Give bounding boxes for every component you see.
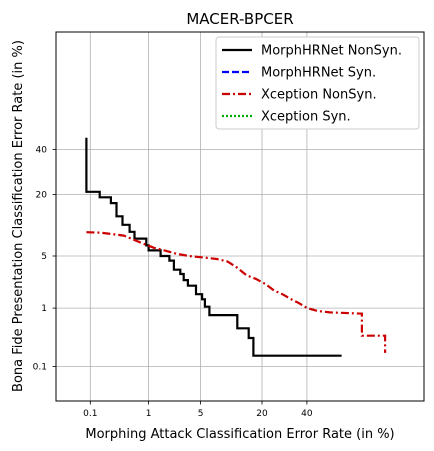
series-lines <box>85 137 387 357</box>
legend-label-morphhrnet-syn: MorphHRNet Syn. <box>261 66 376 81</box>
grid <box>56 32 424 401</box>
y-tick-label: 5 <box>41 252 47 262</box>
y-tick-label: 1 <box>41 304 47 314</box>
plot-frame <box>55 31 425 402</box>
legend-label-morphhrnet-nonsyn: MorphHRNet NonSyn. <box>261 44 402 59</box>
x-tick-label: 5 <box>198 409 204 419</box>
y-tick-label: 0.1 <box>33 363 47 373</box>
legend-label-xception-syn: Xception Syn. <box>261 110 351 125</box>
x-axis-label: Morphing Attack Classification Error Rat… <box>85 427 394 442</box>
legend-box <box>215 36 420 130</box>
x-tick-label: 20 <box>256 409 268 419</box>
legend-label-xception-nonsyn: Xception NonSyn. <box>261 88 377 103</box>
x-tick-label: 1 <box>146 409 152 419</box>
y-axis-label: Bona Fide Presentation Classification Er… <box>11 40 26 392</box>
series-line-morphhrnet-nonsyn <box>85 137 342 357</box>
x-tick-label: 40 <box>301 409 313 419</box>
axis-ticks: 0.1 1 5 20 40 0.1 1 5 20 40 <box>33 146 313 420</box>
y-tick-label: 20 <box>36 191 48 201</box>
legend: MorphHRNet NonSyn. MorphHRNet Syn. Xcept… <box>215 36 420 130</box>
x-tick-label: 0.1 <box>83 409 97 419</box>
series-line-xception-nonsyn <box>86 231 387 353</box>
y-tick-label: 40 <box>36 146 48 156</box>
chart-title: MACER-BPCER <box>186 10 293 28</box>
